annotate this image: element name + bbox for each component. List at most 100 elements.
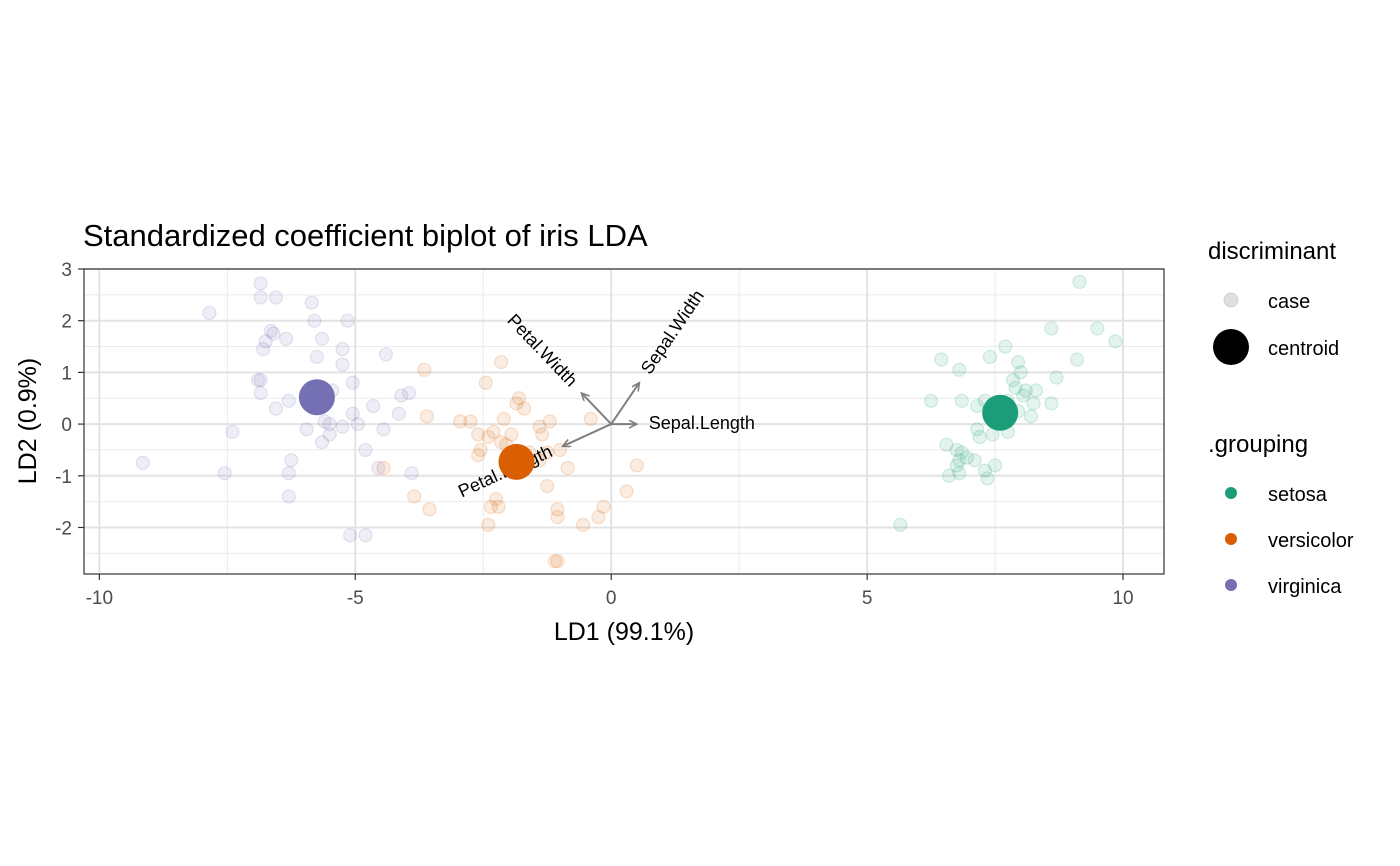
setosa-case-point xyxy=(934,352,949,367)
setosa-case-point xyxy=(893,517,908,532)
virginica-case-point xyxy=(378,347,394,362)
x-tick-label: 10 xyxy=(1112,588,1133,609)
setosa-case-point xyxy=(954,445,969,460)
virginica-case-point xyxy=(217,466,232,481)
legend-versicolor-key xyxy=(1225,533,1237,545)
versicolor-case-point xyxy=(422,502,437,517)
virginica-case-point xyxy=(358,528,373,543)
virginica-case-point xyxy=(391,406,406,421)
legend-setosa-label: setosa xyxy=(1268,484,1328,506)
legend-discriminant-title: discriminant xyxy=(1208,238,1336,265)
legend-centroid-label: centroid xyxy=(1268,338,1339,360)
versicolor-case-point xyxy=(419,409,435,424)
setosa-case-point xyxy=(941,468,957,483)
versicolor-case-point xyxy=(486,424,501,439)
versicolor-case-point xyxy=(496,411,511,427)
setosa-case-point xyxy=(1049,370,1064,385)
virginica-case-point xyxy=(314,435,330,450)
vector-label-sepal-length: Sepal.Length xyxy=(649,413,755,433)
setosa-case-point xyxy=(1044,396,1059,411)
virginica-case-point xyxy=(404,466,419,481)
virginica-case-point xyxy=(299,422,314,437)
versicolor-centroid xyxy=(498,443,535,480)
virginica-case-point xyxy=(135,455,150,470)
versicolor-case-point xyxy=(473,442,488,458)
setosa-case-point xyxy=(949,442,964,458)
setosa-case-point xyxy=(970,398,985,414)
versicolor-case-point xyxy=(535,427,550,442)
setosa-case-point xyxy=(1008,380,1023,395)
setosa-case-point xyxy=(952,362,967,377)
legend-versicolor-label: versicolor xyxy=(1268,530,1354,552)
virginica-case-point xyxy=(250,373,266,388)
versicolor-case-point xyxy=(591,510,606,525)
chart-title: Standardized coefficient biplot of iris … xyxy=(83,218,648,253)
virginica-case-point xyxy=(350,416,365,432)
setosa-case-point xyxy=(1069,352,1085,367)
versicolor-case-point xyxy=(542,414,557,429)
versicolor-case-point xyxy=(550,510,565,525)
setosa-case-point xyxy=(952,466,967,481)
versicolor-case-point xyxy=(481,517,496,532)
setosa-case-point xyxy=(1018,383,1033,398)
versicolor-case-point xyxy=(575,517,591,532)
virginica-case-point xyxy=(314,331,330,346)
setosa-case-point xyxy=(972,429,987,445)
versicolor-case-point xyxy=(509,396,524,411)
x-tick-label: -10 xyxy=(86,588,113,609)
vector-arrow-sepal-width xyxy=(610,383,639,425)
virginica-case-point xyxy=(335,357,350,372)
versicolor-case-point xyxy=(540,479,555,494)
versicolor-case-point xyxy=(550,502,565,517)
virginica-centroid xyxy=(298,379,335,416)
virginica-case-point xyxy=(335,342,350,357)
grid-lines xyxy=(84,268,1164,574)
setosa-case-point xyxy=(949,458,964,473)
virginica-case-point xyxy=(281,466,296,481)
virginica-case-point xyxy=(253,373,268,388)
virginica-case-point xyxy=(304,295,319,310)
virginica-case-point xyxy=(253,276,268,291)
versicolor-case-point xyxy=(583,411,598,427)
virginica-case-point xyxy=(202,305,217,321)
versicolor-case-point xyxy=(550,553,565,569)
setosa-case-point xyxy=(977,463,992,478)
setosa-case-point xyxy=(954,393,969,408)
setosa-case-point xyxy=(987,458,1003,473)
virginica-case-point xyxy=(307,313,322,328)
virginica-case-point xyxy=(263,323,278,339)
plot-border xyxy=(83,268,1165,575)
virginica-case-point xyxy=(322,416,337,432)
versicolor-case-point xyxy=(488,491,504,507)
y-tick-label: 0 xyxy=(61,415,72,436)
legend-case-label: case xyxy=(1268,291,1310,313)
virginica-case-point xyxy=(309,349,324,364)
case-points xyxy=(135,274,1123,569)
virginica-case-point xyxy=(281,393,296,408)
virginica-case-point xyxy=(268,401,284,416)
y-tick-label: -1 xyxy=(55,467,72,488)
versicolor-case-point xyxy=(504,427,519,442)
setosa-case-point xyxy=(1026,396,1041,411)
virginica-case-point xyxy=(258,334,273,349)
virginica-case-point xyxy=(345,406,360,421)
setosa-case-point xyxy=(952,453,967,468)
legend-discriminant: discriminant case centroid xyxy=(1208,238,1339,365)
virginica-case-point xyxy=(345,375,360,390)
setosa-case-point xyxy=(1013,365,1028,380)
setosa-case-point xyxy=(939,437,954,452)
x-axis-label: LD1 (99.1%) xyxy=(554,618,694,646)
virginica-case-point xyxy=(253,385,268,401)
setosa-case-point xyxy=(1023,409,1039,424)
setosa-case-point xyxy=(1108,334,1123,349)
versicolor-case-point xyxy=(483,499,499,514)
setosa-case-point xyxy=(970,422,985,437)
versicolor-case-point xyxy=(481,429,496,445)
x-tick-label: 5 xyxy=(862,588,873,609)
versicolor-case-point xyxy=(517,401,532,416)
y-tick-label: -2 xyxy=(55,518,72,539)
setosa-case-point xyxy=(980,471,995,486)
virginica-case-point xyxy=(340,313,355,328)
setosa-case-point xyxy=(1005,373,1021,388)
